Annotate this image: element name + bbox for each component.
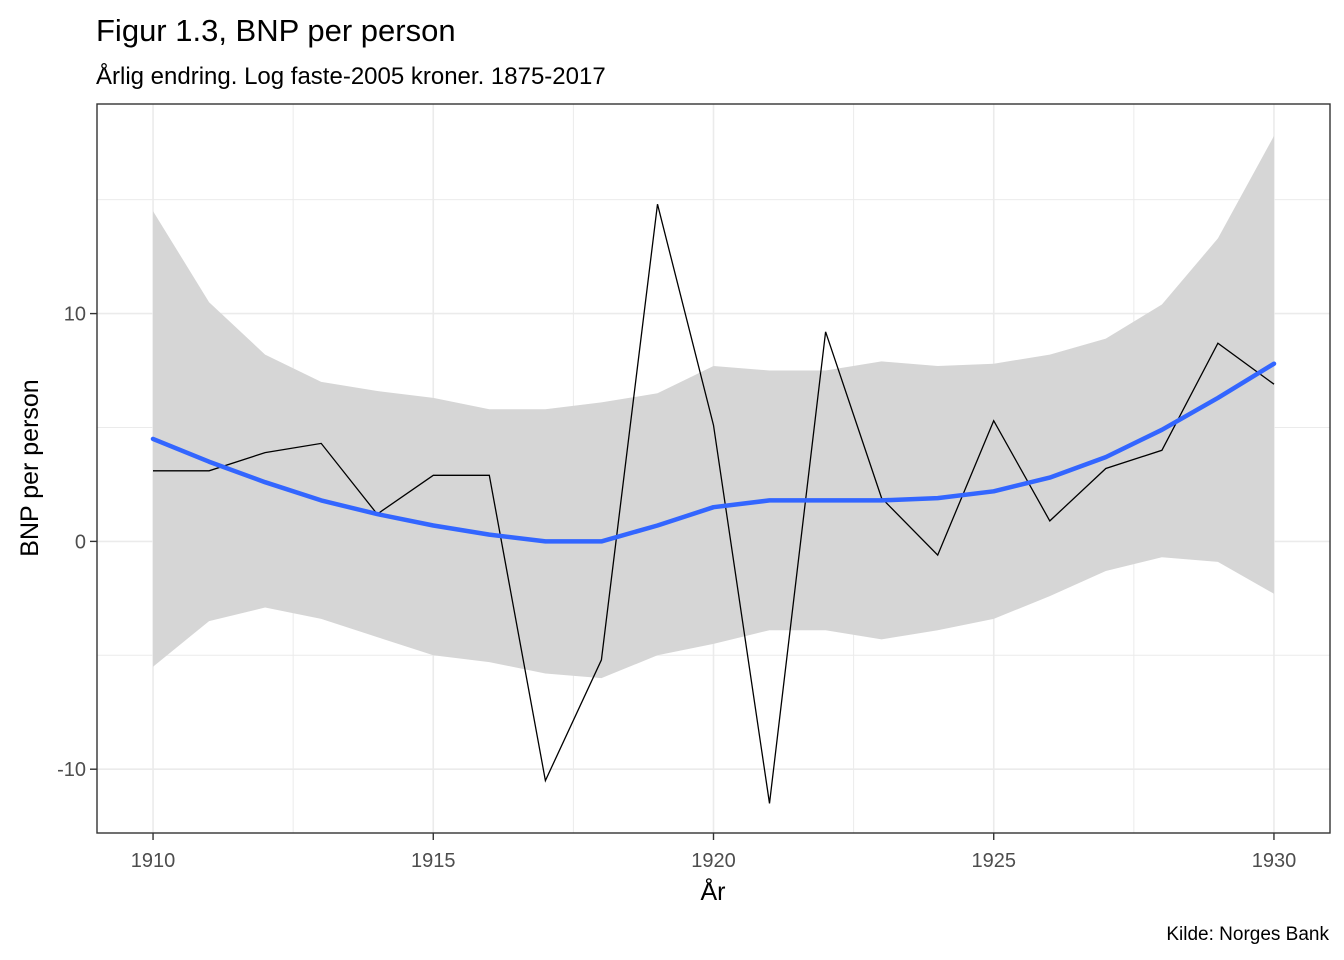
chart-subtitle: Årlig endring. Log faste-2005 kroner. 18… [96,62,606,90]
smooth-line-layer [150,361,1277,544]
data-line-layer [153,204,1275,804]
x-axis-title: År [701,876,726,906]
smooth-trend-line [150,361,1277,544]
x-tick-label: 1910 [131,850,176,872]
chart-title: Figur 1.3, BNP per person [96,13,456,48]
x-tick-label: 1915 [411,850,456,872]
y-tick-label: 10 [64,304,86,326]
confidence-ribbon [153,135,1274,679]
x-tick-label: 1920 [691,850,736,872]
y-axis: -10 0 10 [57,304,97,781]
x-tick-label: 1925 [971,850,1016,872]
y-axis-title: BNP per person [16,379,44,556]
y-tick-label: -10 [57,759,86,781]
x-axis: 1910 1915 1920 1925 1930 [131,833,1296,872]
bnp-series-line [153,204,1275,804]
plot-panel [96,103,1331,834]
confidence-ribbon-layer [153,135,1274,679]
chart-caption: Kilde: Norges Bank [1166,924,1329,945]
y-tick-label: 0 [75,531,86,553]
x-tick-label: 1930 [1252,850,1297,872]
